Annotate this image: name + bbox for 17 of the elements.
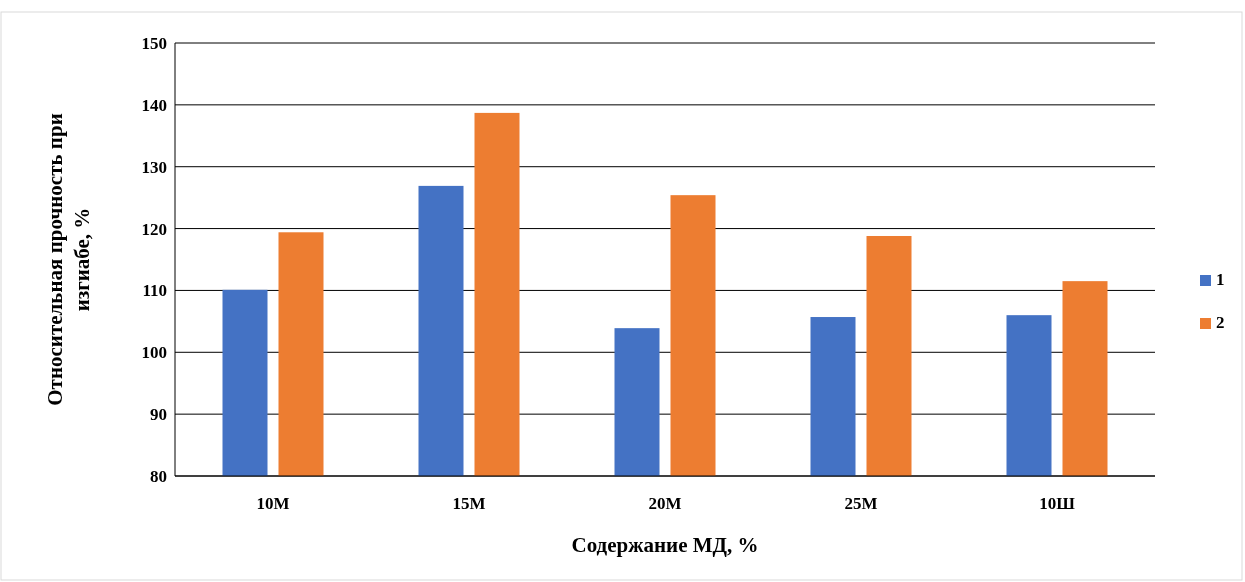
x-axis-title: Содержание МД, % — [571, 533, 759, 557]
y-tick-label: 110 — [142, 281, 167, 301]
x-tick-label: 10М — [256, 494, 290, 513]
y-tick-label: 80 — [150, 466, 167, 486]
y-tick-label: 130 — [141, 157, 167, 177]
y-tick-label: 90 — [150, 405, 167, 425]
x-tick-label: 10Ш — [1039, 494, 1076, 513]
x-tick-label: 25М — [844, 494, 878, 513]
legend-label: 2 — [1216, 313, 1225, 332]
y-tick-label: 140 — [141, 95, 167, 115]
legend-label: 1 — [1216, 270, 1225, 289]
y-tick-label: 150 — [141, 33, 167, 53]
y-tick-label: 120 — [141, 219, 167, 239]
x-tick-label: 20М — [648, 494, 682, 513]
y-tick-label: 100 — [141, 343, 167, 363]
x-tick-label: 15М — [452, 494, 486, 513]
y-axis-title: Относительная прочность при изгиабе, % — [43, 113, 94, 406]
